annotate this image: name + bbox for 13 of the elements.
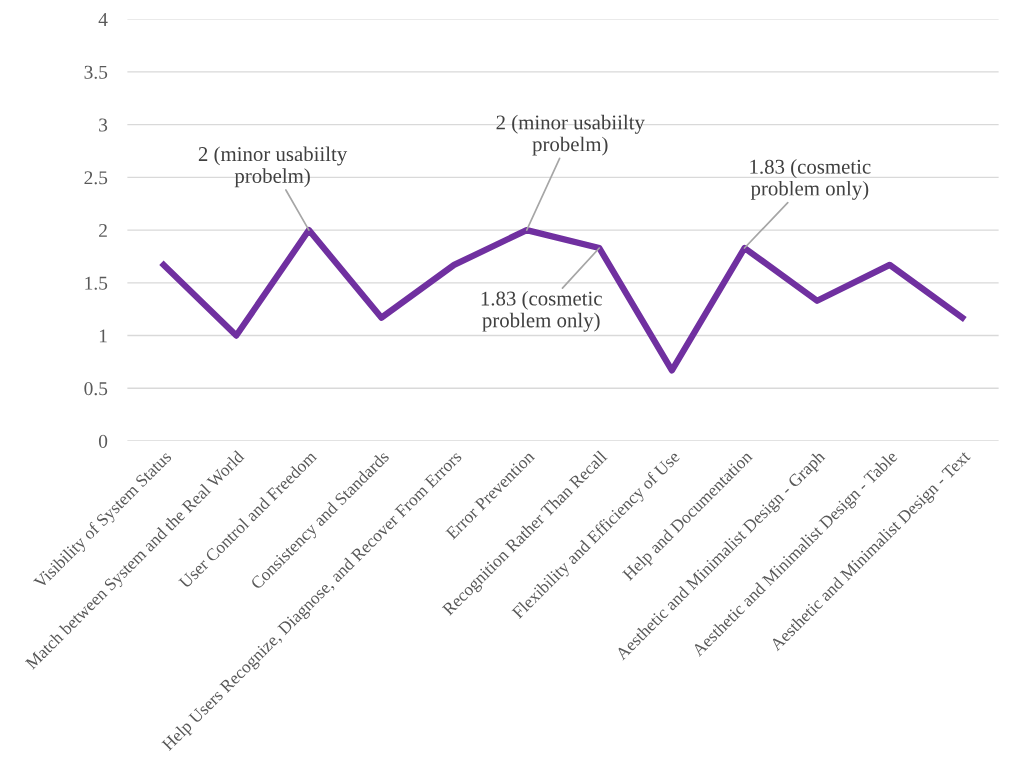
y-tick-label: 0 [98, 434, 108, 448]
y-tick-label: 2 [99, 223, 107, 237]
annotation: 1.83 (cosmetic problem only) [750, 159, 871, 200]
y-tick-label: 1 [99, 329, 107, 343]
annotation: 2 (minor usabiilty probelm) [198, 146, 348, 188]
y-tick-label: 1.5 [85, 276, 108, 290]
annotation: 2 (minor usabiilty probelm) [496, 114, 645, 156]
y-tick-label: 3.5 [84, 65, 108, 79]
y-tick-label: 3 [99, 118, 108, 132]
y-tick-label: 2.5 [84, 171, 108, 185]
y-tick-label: 4 [98, 13, 108, 26]
y-tick-label: 0.5 [84, 382, 108, 396]
annotation: 1.83 (cosmetic problem only) [481, 290, 602, 332]
